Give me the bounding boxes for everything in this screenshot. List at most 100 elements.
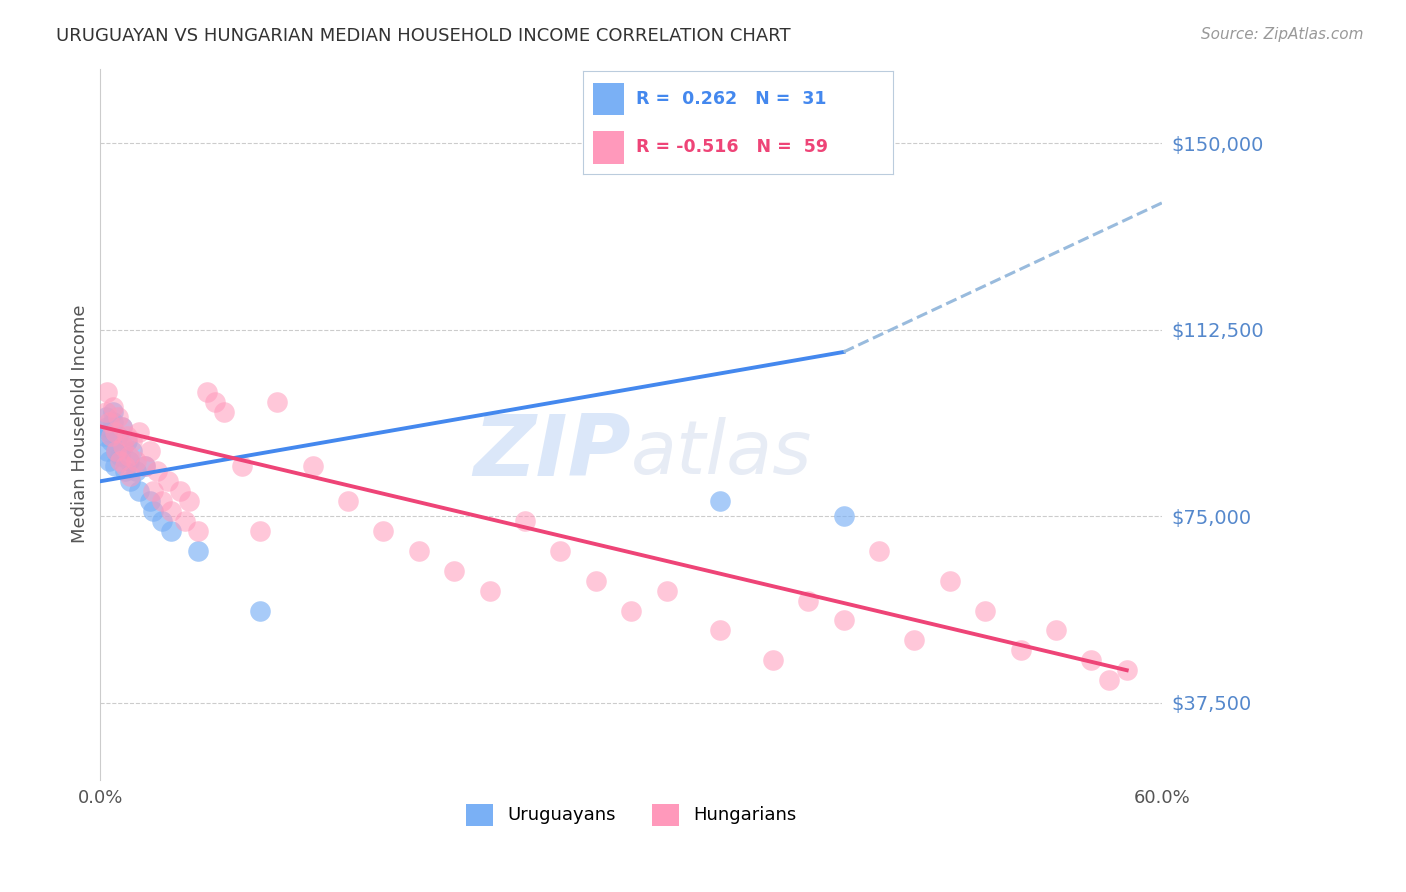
Point xyxy=(1115,663,1137,677)
Text: R =  0.262   N =  31: R = 0.262 N = 31 xyxy=(636,90,827,108)
Point xyxy=(249,524,271,538)
Point xyxy=(94,404,117,418)
Point xyxy=(101,400,124,414)
Point xyxy=(266,394,288,409)
Point xyxy=(142,484,165,499)
Point xyxy=(195,384,218,399)
Point xyxy=(160,524,183,538)
Point xyxy=(337,494,360,508)
Point xyxy=(98,415,121,429)
Point xyxy=(212,404,235,418)
Point xyxy=(169,484,191,499)
Point xyxy=(974,603,997,617)
Point xyxy=(114,459,136,474)
Point xyxy=(903,633,925,648)
Point xyxy=(1045,624,1067,638)
Point xyxy=(187,544,209,558)
Point xyxy=(478,583,501,598)
Point xyxy=(96,384,118,399)
Point xyxy=(134,459,156,474)
Text: ZIP: ZIP xyxy=(474,411,631,494)
Point xyxy=(121,434,143,449)
Point xyxy=(120,469,142,483)
Point xyxy=(108,450,131,464)
Point xyxy=(150,514,173,528)
Point xyxy=(832,509,855,524)
Point xyxy=(177,494,200,508)
Point xyxy=(120,475,142,489)
Point xyxy=(160,504,183,518)
Point xyxy=(156,475,179,489)
Point xyxy=(112,439,135,453)
Point xyxy=(118,454,141,468)
Point xyxy=(655,583,678,598)
Point xyxy=(105,444,128,458)
Point xyxy=(98,425,121,439)
Point xyxy=(105,444,128,458)
Point xyxy=(1010,643,1032,657)
Point xyxy=(139,494,162,508)
Text: R = -0.516   N =  59: R = -0.516 N = 59 xyxy=(636,138,828,156)
Point xyxy=(94,409,117,424)
Y-axis label: Median Household Income: Median Household Income xyxy=(72,305,89,543)
Point xyxy=(150,494,173,508)
Point xyxy=(103,425,125,439)
Point xyxy=(139,444,162,458)
Point xyxy=(373,524,395,538)
Point xyxy=(408,544,430,558)
Point xyxy=(96,419,118,434)
Point xyxy=(125,464,148,478)
Legend: Uruguayans, Hungarians: Uruguayans, Hungarians xyxy=(457,795,806,835)
Point xyxy=(134,459,156,474)
FancyBboxPatch shape xyxy=(593,131,624,163)
Point xyxy=(513,514,536,528)
FancyBboxPatch shape xyxy=(593,83,624,115)
Point xyxy=(128,484,150,499)
Point xyxy=(1098,673,1121,688)
Point xyxy=(118,450,141,464)
Point xyxy=(108,454,131,468)
Point xyxy=(100,434,122,449)
Point xyxy=(443,564,465,578)
Point xyxy=(128,425,150,439)
Point xyxy=(121,444,143,458)
Text: Source: ZipAtlas.com: Source: ZipAtlas.com xyxy=(1201,27,1364,42)
Point xyxy=(98,454,121,468)
Point xyxy=(174,514,197,528)
Point xyxy=(187,524,209,538)
Point xyxy=(110,419,132,434)
Point xyxy=(797,593,820,607)
Point xyxy=(832,614,855,628)
Text: atlas: atlas xyxy=(631,417,813,489)
Text: URUGUAYAN VS HUNGARIAN MEDIAN HOUSEHOLD INCOME CORRELATION CHART: URUGUAYAN VS HUNGARIAN MEDIAN HOUSEHOLD … xyxy=(56,27,790,45)
Point xyxy=(204,394,226,409)
Point xyxy=(107,409,129,424)
Point xyxy=(142,504,165,518)
Point xyxy=(550,544,572,558)
Point xyxy=(585,574,607,588)
Point xyxy=(620,603,643,617)
Point xyxy=(114,464,136,478)
Point xyxy=(115,434,138,449)
Point xyxy=(709,624,731,638)
Point xyxy=(249,603,271,617)
Point xyxy=(125,454,148,468)
Point xyxy=(1080,653,1102,667)
Point xyxy=(301,459,323,474)
Point xyxy=(939,574,962,588)
Point xyxy=(93,429,115,443)
Point xyxy=(101,415,124,429)
Point xyxy=(231,459,253,474)
Point xyxy=(110,419,132,434)
Point xyxy=(96,444,118,458)
Point xyxy=(709,494,731,508)
Point xyxy=(103,459,125,474)
Point xyxy=(101,404,124,418)
Point xyxy=(115,429,138,443)
Point xyxy=(107,429,129,443)
Point xyxy=(146,464,169,478)
Point xyxy=(112,439,135,453)
Point xyxy=(868,544,890,558)
Point xyxy=(100,429,122,443)
Point xyxy=(762,653,785,667)
